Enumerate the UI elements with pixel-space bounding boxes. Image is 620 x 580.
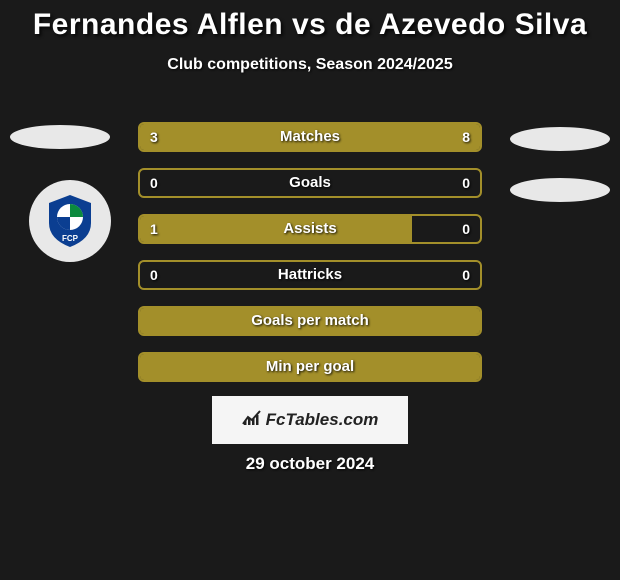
bar-fill-right — [232, 124, 480, 150]
bar-label: Hattricks — [140, 262, 480, 288]
comparison-bars: 38Matches00Goals10Assists00HattricksGoal… — [138, 122, 482, 398]
bar-value-left: 0 — [150, 262, 158, 288]
bar-value-right: 8 — [462, 124, 470, 150]
player1-club-badge: FCP — [20, 180, 120, 262]
stat-bar-hattricks: 0 0Hattricks — [138, 260, 482, 290]
stat-bar-goals-per-match: Goals per match — [138, 306, 482, 336]
bar-label: Goals — [140, 170, 480, 196]
date-text: 29 october 2024 — [0, 454, 620, 474]
bar-fill-left — [140, 216, 412, 242]
stat-bar-matches: 38Matches — [138, 122, 482, 152]
chart-icon — [242, 410, 262, 431]
stat-bar-goals: 0 0Goals — [138, 168, 482, 198]
bar-value-left: 0 — [150, 170, 158, 196]
bar-value-left: 1 — [150, 216, 158, 242]
page-title: Fernandes Alflen vs de Azevedo Silva — [0, 0, 620, 42]
bar-fill-left — [140, 354, 480, 380]
club-shield-icon: FCP — [45, 193, 95, 249]
bar-value-right: 0 — [462, 216, 470, 242]
bar-fill-left — [140, 308, 480, 334]
player1-badge-placeholder-1 — [10, 125, 110, 149]
player2-badge-placeholder-1 — [510, 127, 610, 151]
bar-value-left: 3 — [150, 124, 158, 150]
watermark: FcTables.com — [212, 396, 408, 444]
subtitle: Club competitions, Season 2024/2025 — [0, 56, 620, 74]
svg-text:FCP: FCP — [62, 234, 79, 243]
stat-bar-assists: 10Assists — [138, 214, 482, 244]
stat-bar-min-per-goal: Min per goal — [138, 352, 482, 382]
watermark-text: FcTables.com — [266, 410, 379, 430]
player2-badge-placeholder-2 — [510, 178, 610, 202]
bar-value-right: 0 — [462, 170, 470, 196]
bar-value-right: 0 — [462, 262, 470, 288]
